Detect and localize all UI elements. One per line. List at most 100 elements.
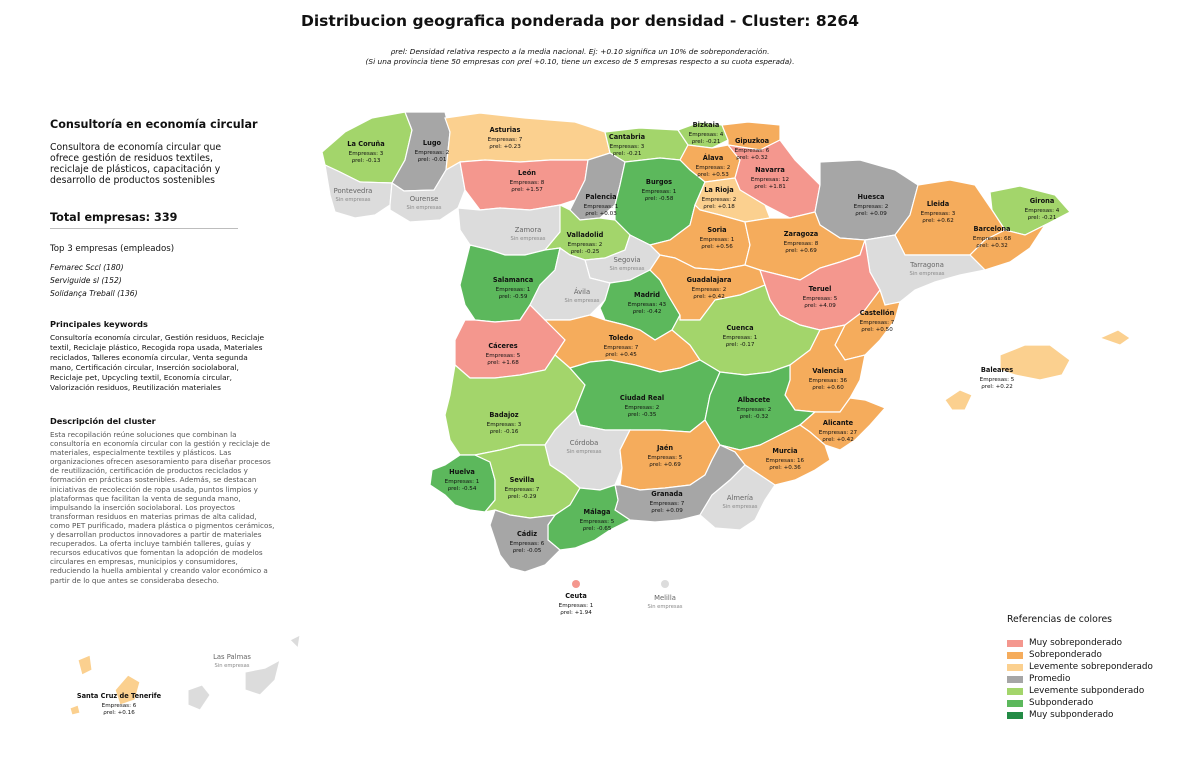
label-sevilla: Sevilla — [510, 476, 535, 484]
label-gipuzkoa: Gipuzkoa — [735, 137, 769, 145]
rho-asturias: ρrel: +0.23 — [489, 144, 521, 150]
empresas-gipuzkoa: Empresas: 6 — [735, 148, 770, 154]
sin-empresas-almeria: Sin empresas — [722, 504, 757, 510]
legend-swatch — [1007, 663, 1023, 671]
label-lleida: Lleida — [927, 200, 949, 208]
description-text: Esta recopilación reúne soluciones que c… — [50, 430, 275, 585]
legend-label: Subponderado — [1029, 698, 1094, 708]
rho-gipuzkoa: ρrel: +0.32 — [736, 155, 768, 161]
label-ciudad-real: Ciudad Real — [620, 394, 664, 402]
sin-empresas-melilla: Sin empresas — [647, 604, 682, 610]
label-albacete: Albacete — [738, 396, 771, 404]
empresas-lugo: Empresas: 2 — [415, 150, 450, 156]
top-company-2: Serviguide sl (152) — [50, 276, 122, 285]
empresas-valladolid: Empresas: 2 — [568, 242, 603, 248]
empresas-caceres: Empresas: 5 — [486, 353, 521, 359]
label-badajoz: Badajoz — [489, 411, 518, 419]
empresas-barcelona: Empresas: 68 — [973, 236, 1012, 242]
rho-jaen: ρrel: +0.69 — [649, 462, 681, 468]
label-pontevedra: Pontevedra — [334, 187, 373, 195]
rho-albacete: ρrel: -0.32 — [740, 414, 769, 420]
rho-sevilla: ρrel: -0.29 — [508, 494, 537, 500]
empresas-burgos: Empresas: 1 — [642, 189, 677, 195]
empresas-malaga: Empresas: 5 — [580, 519, 615, 525]
label-tarragona: Tarragona — [909, 261, 944, 269]
sin-empresas-las-palmas: Sin empresas — [214, 663, 249, 669]
label-huelva: Huelva — [449, 468, 475, 476]
rho-huesca: ρrel: +0.09 — [855, 211, 887, 217]
label-zaragoza: Zaragoza — [784, 230, 818, 238]
keywords-text: Consultoría economía circular, Gestión r… — [50, 333, 264, 392]
label-santa-cruz-de-tenerife: Santa Cruz de Tenerife — [77, 692, 162, 700]
label-soria: Soria — [707, 226, 726, 234]
rho-murcia: ρrel: +0.36 — [769, 465, 801, 471]
legend-label: Levemente sobreponderado — [1029, 662, 1153, 672]
legend-swatch — [1007, 687, 1023, 695]
label-alicante: Alicante — [823, 419, 854, 427]
legend-item-sobreponderado: Sobreponderado — [1007, 649, 1187, 661]
label-almeria: Almería — [727, 494, 753, 502]
rho-alava: ρrel: +0.53 — [697, 172, 729, 178]
legend-item-muy-subponderado: Muy subponderado — [1007, 709, 1187, 721]
label-malaga: Málaga — [584, 508, 611, 516]
sin-empresas-cordoba: Sin empresas — [566, 449, 601, 455]
legend-swatch — [1007, 711, 1023, 719]
rho-lugo: ρrel: -0.01 — [418, 157, 447, 163]
empresas-ceuta: Empresas: 1 — [559, 603, 594, 609]
empresas-navarra: Empresas: 12 — [751, 177, 789, 183]
rho-zaragoza: ρrel: +0.69 — [785, 248, 817, 254]
rho-palencia: ρrel: +0.03 — [585, 211, 617, 217]
rho-valladolid: ρrel: -0.25 — [571, 249, 600, 255]
rho-bizkaia: ρrel: -0.21 — [692, 139, 721, 145]
empresas-zaragoza: Empresas: 8 — [784, 241, 819, 247]
province-melilla — [661, 580, 669, 588]
legend-label: Muy sobreponderado — [1029, 638, 1123, 648]
legend-item-promedio: Promedio — [1007, 673, 1187, 685]
legend-swatch — [1007, 639, 1023, 647]
rho-santa-cruz-de-tenerife: ρrel: +0.16 — [103, 710, 135, 716]
label-huesca: Huesca — [858, 193, 885, 201]
rho-toledo: ρrel: +0.45 — [605, 352, 637, 358]
empresas-santa-cruz-de-tenerife: Empresas: 6 — [102, 703, 137, 709]
label-jaen: Jaén — [656, 444, 673, 452]
province-santa-cruz-de-tenerife — [114, 674, 141, 706]
sin-empresas-avila: Sin empresas — [564, 298, 599, 304]
empresas-huesca: Empresas: 2 — [854, 204, 889, 210]
legend-item-muy-sobreponderado: Muy sobreponderado — [1007, 637, 1187, 649]
label-leon: León — [518, 169, 536, 177]
empresas-granada: Empresas: 7 — [650, 501, 685, 507]
rho-malaga: ρrel: -0.65 — [583, 526, 612, 532]
label-caceres: Cáceres — [488, 342, 517, 350]
empresas-lleida: Empresas: 3 — [921, 211, 956, 217]
label-lugo: Lugo — [423, 139, 442, 147]
province-ceuta — [572, 580, 580, 588]
label-ourense: Ourense — [410, 195, 439, 203]
color-legend: Referencias de colores Muy sobreponderad… — [1007, 614, 1187, 721]
sin-empresas-ourense: Sin empresas — [406, 205, 441, 211]
rho-salamanca: ρrel: -0.59 — [499, 294, 528, 300]
label-valladolid: Valladolid — [567, 231, 604, 239]
cluster-summary: Consultora de economía circular que ofre… — [50, 142, 222, 186]
empresas-castellon: Empresas: 7 — [860, 320, 895, 326]
total-empresas: Total empresas: 339 — [50, 211, 178, 224]
label-navarra: Navarra — [755, 166, 785, 174]
legend-item-levemente-subponderado: Levemente subponderado — [1007, 685, 1187, 697]
rho-huelva: ρrel: -0.54 — [448, 486, 477, 492]
rho-ceuta: ρrel: +1.94 — [560, 610, 592, 616]
empresas-madrid: Empresas: 43 — [628, 302, 667, 308]
empresas-girona: Empresas: 4 — [1025, 208, 1060, 214]
rho-madrid: ρrel: -0.42 — [633, 309, 662, 315]
empresas-baleares: Empresas: 5 — [980, 377, 1015, 383]
rho-lleida: ρrel: +0.62 — [922, 218, 954, 224]
rho-leon: ρrel: +1.57 — [511, 187, 543, 193]
legend-label: Muy subponderado — [1029, 710, 1114, 720]
label-la-coruna: La Coruña — [347, 140, 384, 148]
label-la-rioja: La Rioja — [704, 186, 734, 194]
legend-swatch — [1007, 699, 1023, 707]
note-line-2: (Si una provincia tiene 50 empresas con … — [365, 57, 795, 66]
label-ceuta: Ceuta — [565, 592, 587, 600]
label-valencia: Valencia — [812, 367, 843, 375]
empresas-huelva: Empresas: 1 — [445, 479, 480, 485]
empresas-alava: Empresas: 2 — [696, 165, 731, 171]
